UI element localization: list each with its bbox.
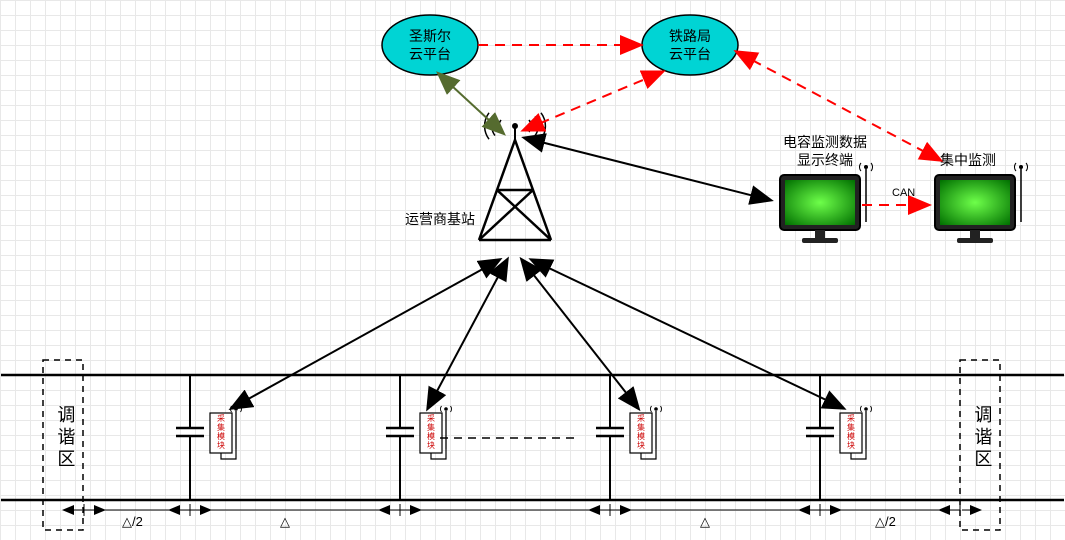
module-label: 采集模块 bbox=[427, 413, 435, 450]
arrow-3 bbox=[525, 138, 770, 200]
arrow-9 bbox=[532, 260, 843, 408]
mon2 bbox=[935, 163, 1028, 243]
cloud2 bbox=[642, 15, 738, 75]
arrow-1 bbox=[439, 74, 503, 133]
diagram-canvas: 采集模块 采集模块 采集模块 采集模块 bbox=[0, 0, 1065, 540]
arrow-7 bbox=[428, 260, 507, 408]
arrow-6 bbox=[232, 260, 499, 408]
tz_left bbox=[43, 360, 83, 530]
c3: 采集模块 bbox=[596, 375, 661, 500]
module-label: 采集模块 bbox=[217, 413, 225, 450]
cloud1 bbox=[382, 15, 478, 75]
mon1 bbox=[780, 163, 873, 243]
c4: 采集模块 bbox=[806, 375, 872, 500]
tower-icon bbox=[479, 113, 551, 240]
c1: 采集模块 bbox=[176, 375, 242, 500]
arrow-4 bbox=[737, 52, 940, 160]
module-label: 采集模块 bbox=[847, 413, 855, 450]
tz_right bbox=[960, 360, 1000, 530]
arrow-2 bbox=[524, 72, 662, 130]
module-label: 采集模块 bbox=[637, 413, 645, 450]
